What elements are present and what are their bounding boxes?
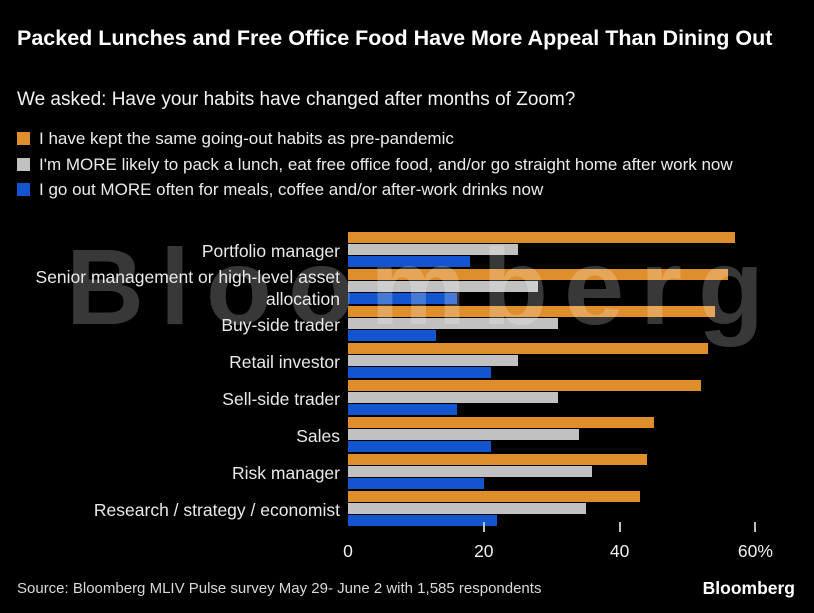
bar-s0-c3 — [348, 343, 708, 354]
x-axis-tick-60 — [754, 522, 757, 532]
x-axis-tick-40 — [618, 522, 621, 532]
bar-s2-c6 — [348, 478, 484, 489]
bloomberg-logo: Bloomberg — [702, 578, 795, 598]
legend-label: I go out MORE often for meals, coffee an… — [39, 180, 544, 199]
bar-s0-c1 — [348, 269, 729, 280]
bar-s2-c2 — [348, 330, 437, 341]
x-axis-label-60: 60% — [737, 541, 773, 561]
category-label-5: Sales — [296, 425, 340, 446]
chart-subtitle: We asked: Have your habits have changed … — [17, 89, 576, 110]
bar-s0-c5 — [348, 417, 654, 428]
legend: I have kept the same going-out habits as… — [17, 126, 799, 203]
chart-title: Packed Lunches and Free Office Food Have… — [17, 26, 773, 50]
bar-s1-c7 — [348, 503, 586, 514]
legend-item-2: I go out MORE often for meals, coffee an… — [17, 177, 799, 203]
legend-item-1: I'm MORE likely to pack a lunch, eat fre… — [17, 152, 799, 178]
bar-s1-c0 — [348, 244, 518, 255]
x-axis-label-0: 0 — [343, 541, 353, 561]
legend-swatch-icon — [17, 132, 30, 145]
x-axis-label-20: 20 — [474, 541, 494, 561]
bar-s2-c1 — [348, 293, 457, 304]
category-label-6: Risk manager — [232, 462, 340, 483]
bar-s1-c6 — [348, 466, 593, 477]
bar-s0-c7 — [348, 491, 640, 502]
bar-s1-c4 — [348, 392, 559, 403]
bar-s2-c3 — [348, 367, 491, 378]
category-label-4: Sell-side trader — [222, 388, 340, 409]
bar-s2-c5 — [348, 441, 491, 452]
legend-label: I'm MORE likely to pack a lunch, eat fre… — [39, 154, 733, 174]
bar-s2-c4 — [348, 404, 457, 415]
bar-s0-c2 — [348, 306, 715, 317]
legend-item-0: I have kept the same going-out habits as… — [17, 126, 799, 152]
bar-s0-c4 — [348, 380, 702, 391]
bar-s1-c1 — [348, 281, 539, 292]
legend-swatch-icon — [17, 183, 30, 196]
category-label-3: Retail investor — [229, 351, 340, 372]
bar-s2-c0 — [348, 256, 471, 267]
category-label-0: Portfolio manager — [201, 240, 340, 261]
category-label-7: Research / strategy / economist — [93, 499, 340, 520]
bar-s0-c6 — [348, 454, 647, 465]
legend-label: I have kept the same going-out habits as… — [39, 129, 454, 148]
plot-area: Portfolio manager Senior management or hi… — [0, 232, 814, 561]
bar-s1-c2 — [348, 318, 559, 329]
category-label-2: Buy-side trader — [221, 314, 340, 335]
legend-swatch-icon — [17, 157, 30, 171]
source-note: Source: Bloomberg MLIV Pulse survey May … — [17, 580, 542, 597]
x-axis-label-40: 40 — [609, 541, 630, 561]
x-axis-tick-20 — [482, 522, 485, 532]
category-label-1: Senior management or high-level asset al… — [35, 266, 340, 309]
bar-s1-c5 — [348, 429, 579, 440]
bar-s2-c7 — [348, 515, 498, 526]
bar-s1-c3 — [348, 355, 518, 366]
bar-s0-c0 — [348, 232, 736, 243]
